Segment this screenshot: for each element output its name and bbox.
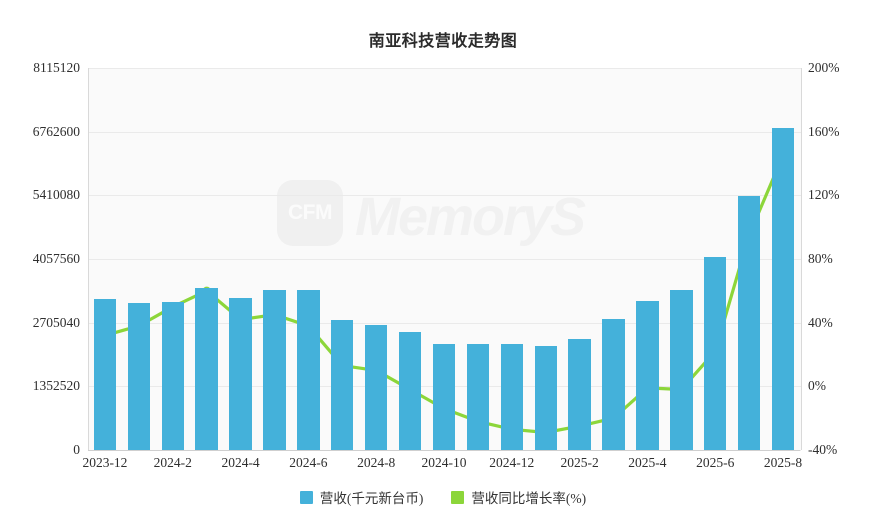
- bar[interactable]: [297, 289, 320, 450]
- legend-item[interactable]: 营收同比增长率(%): [451, 487, 586, 507]
- watermark: CFM MemoryS: [277, 178, 617, 250]
- y-axis-right-tick: 40%: [808, 314, 833, 330]
- bar[interactable]: [432, 344, 456, 450]
- watermark-badge: CFM: [277, 180, 343, 246]
- bar[interactable]: [466, 344, 490, 450]
- bar[interactable]: [331, 320, 354, 450]
- chart-legend: 营收(千元新台币) 营收同比增长率(%): [0, 487, 886, 507]
- y-axis-left-tick: 0: [73, 442, 80, 457]
- bar[interactable]: [737, 195, 761, 450]
- bar[interactable]: [93, 298, 117, 450]
- gridline: [89, 195, 801, 197]
- bar[interactable]: [161, 301, 184, 450]
- bar[interactable]: [534, 345, 557, 450]
- legend-label: 营收同比增长率(%): [471, 491, 587, 506]
- x-axis-tick: 2024-12: [489, 455, 535, 470]
- bar[interactable]: [636, 300, 659, 450]
- bar[interactable]: [398, 331, 422, 450]
- x-axis-tick: 2024-10: [421, 455, 467, 470]
- legend-swatch: [299, 490, 313, 504]
- y-axis-right-tick: 80%: [808, 251, 833, 266]
- y-axis-left-tick: 1352520: [32, 378, 80, 394]
- y-axis-left-tick: 5410080: [32, 187, 80, 203]
- x-axis-tick: 2025-6: [696, 455, 735, 470]
- bar[interactable]: [263, 289, 286, 450]
- legend-label: 营收(千元新台币): [319, 491, 424, 506]
- bar[interactable]: [365, 324, 388, 450]
- bar[interactable]: [602, 319, 625, 450]
- bar[interactable]: [195, 288, 218, 450]
- gridline: [89, 131, 801, 133]
- x-axis-line: [88, 450, 800, 451]
- bar[interactable]: [500, 344, 523, 450]
- x-axis-tick: 2024-4: [221, 455, 260, 470]
- x-axis-tick: 2024-8: [357, 455, 396, 470]
- y-axis-left-tick: 6762600: [32, 123, 80, 139]
- chart-title: 南亚科技营收走势图: [368, 33, 518, 50]
- y-axis-right-tick: 120%: [808, 187, 840, 203]
- bar[interactable]: [568, 338, 591, 450]
- bar[interactable]: [670, 289, 693, 450]
- y-axis-right-tick: 200%: [808, 60, 840, 75]
- y-axis-left-tick: 8115120: [33, 60, 80, 75]
- y-axis-left-tick: 4057560: [32, 251, 80, 266]
- bar[interactable]: [704, 257, 727, 450]
- y-axis-right-tick: -40%: [808, 442, 838, 457]
- bar[interactable]: [127, 303, 151, 450]
- gridline: [89, 259, 801, 260]
- x-axis-tick: 2025-8: [763, 455, 803, 470]
- x-axis-tick: 2025-4: [628, 455, 667, 470]
- y-axis-right-tick: 160%: [808, 123, 840, 139]
- x-axis-tick: 2023-12: [82, 455, 128, 470]
- legend-swatch: [451, 490, 465, 504]
- x-axis-tick: 2024-2: [153, 455, 192, 470]
- bar[interactable]: [229, 297, 252, 450]
- x-axis-tick: 2025-2: [560, 455, 599, 470]
- watermark-badge-text: CFM: [288, 201, 333, 224]
- bar[interactable]: [771, 128, 795, 450]
- y-axis-left-tick: 2705040: [32, 314, 80, 330]
- legend-item[interactable]: 营收(千元新台币): [299, 487, 424, 507]
- x-axis-tick: 2024-6: [289, 455, 328, 470]
- y-axis-right-tick: 0%: [808, 378, 826, 394]
- gridline: [89, 68, 801, 69]
